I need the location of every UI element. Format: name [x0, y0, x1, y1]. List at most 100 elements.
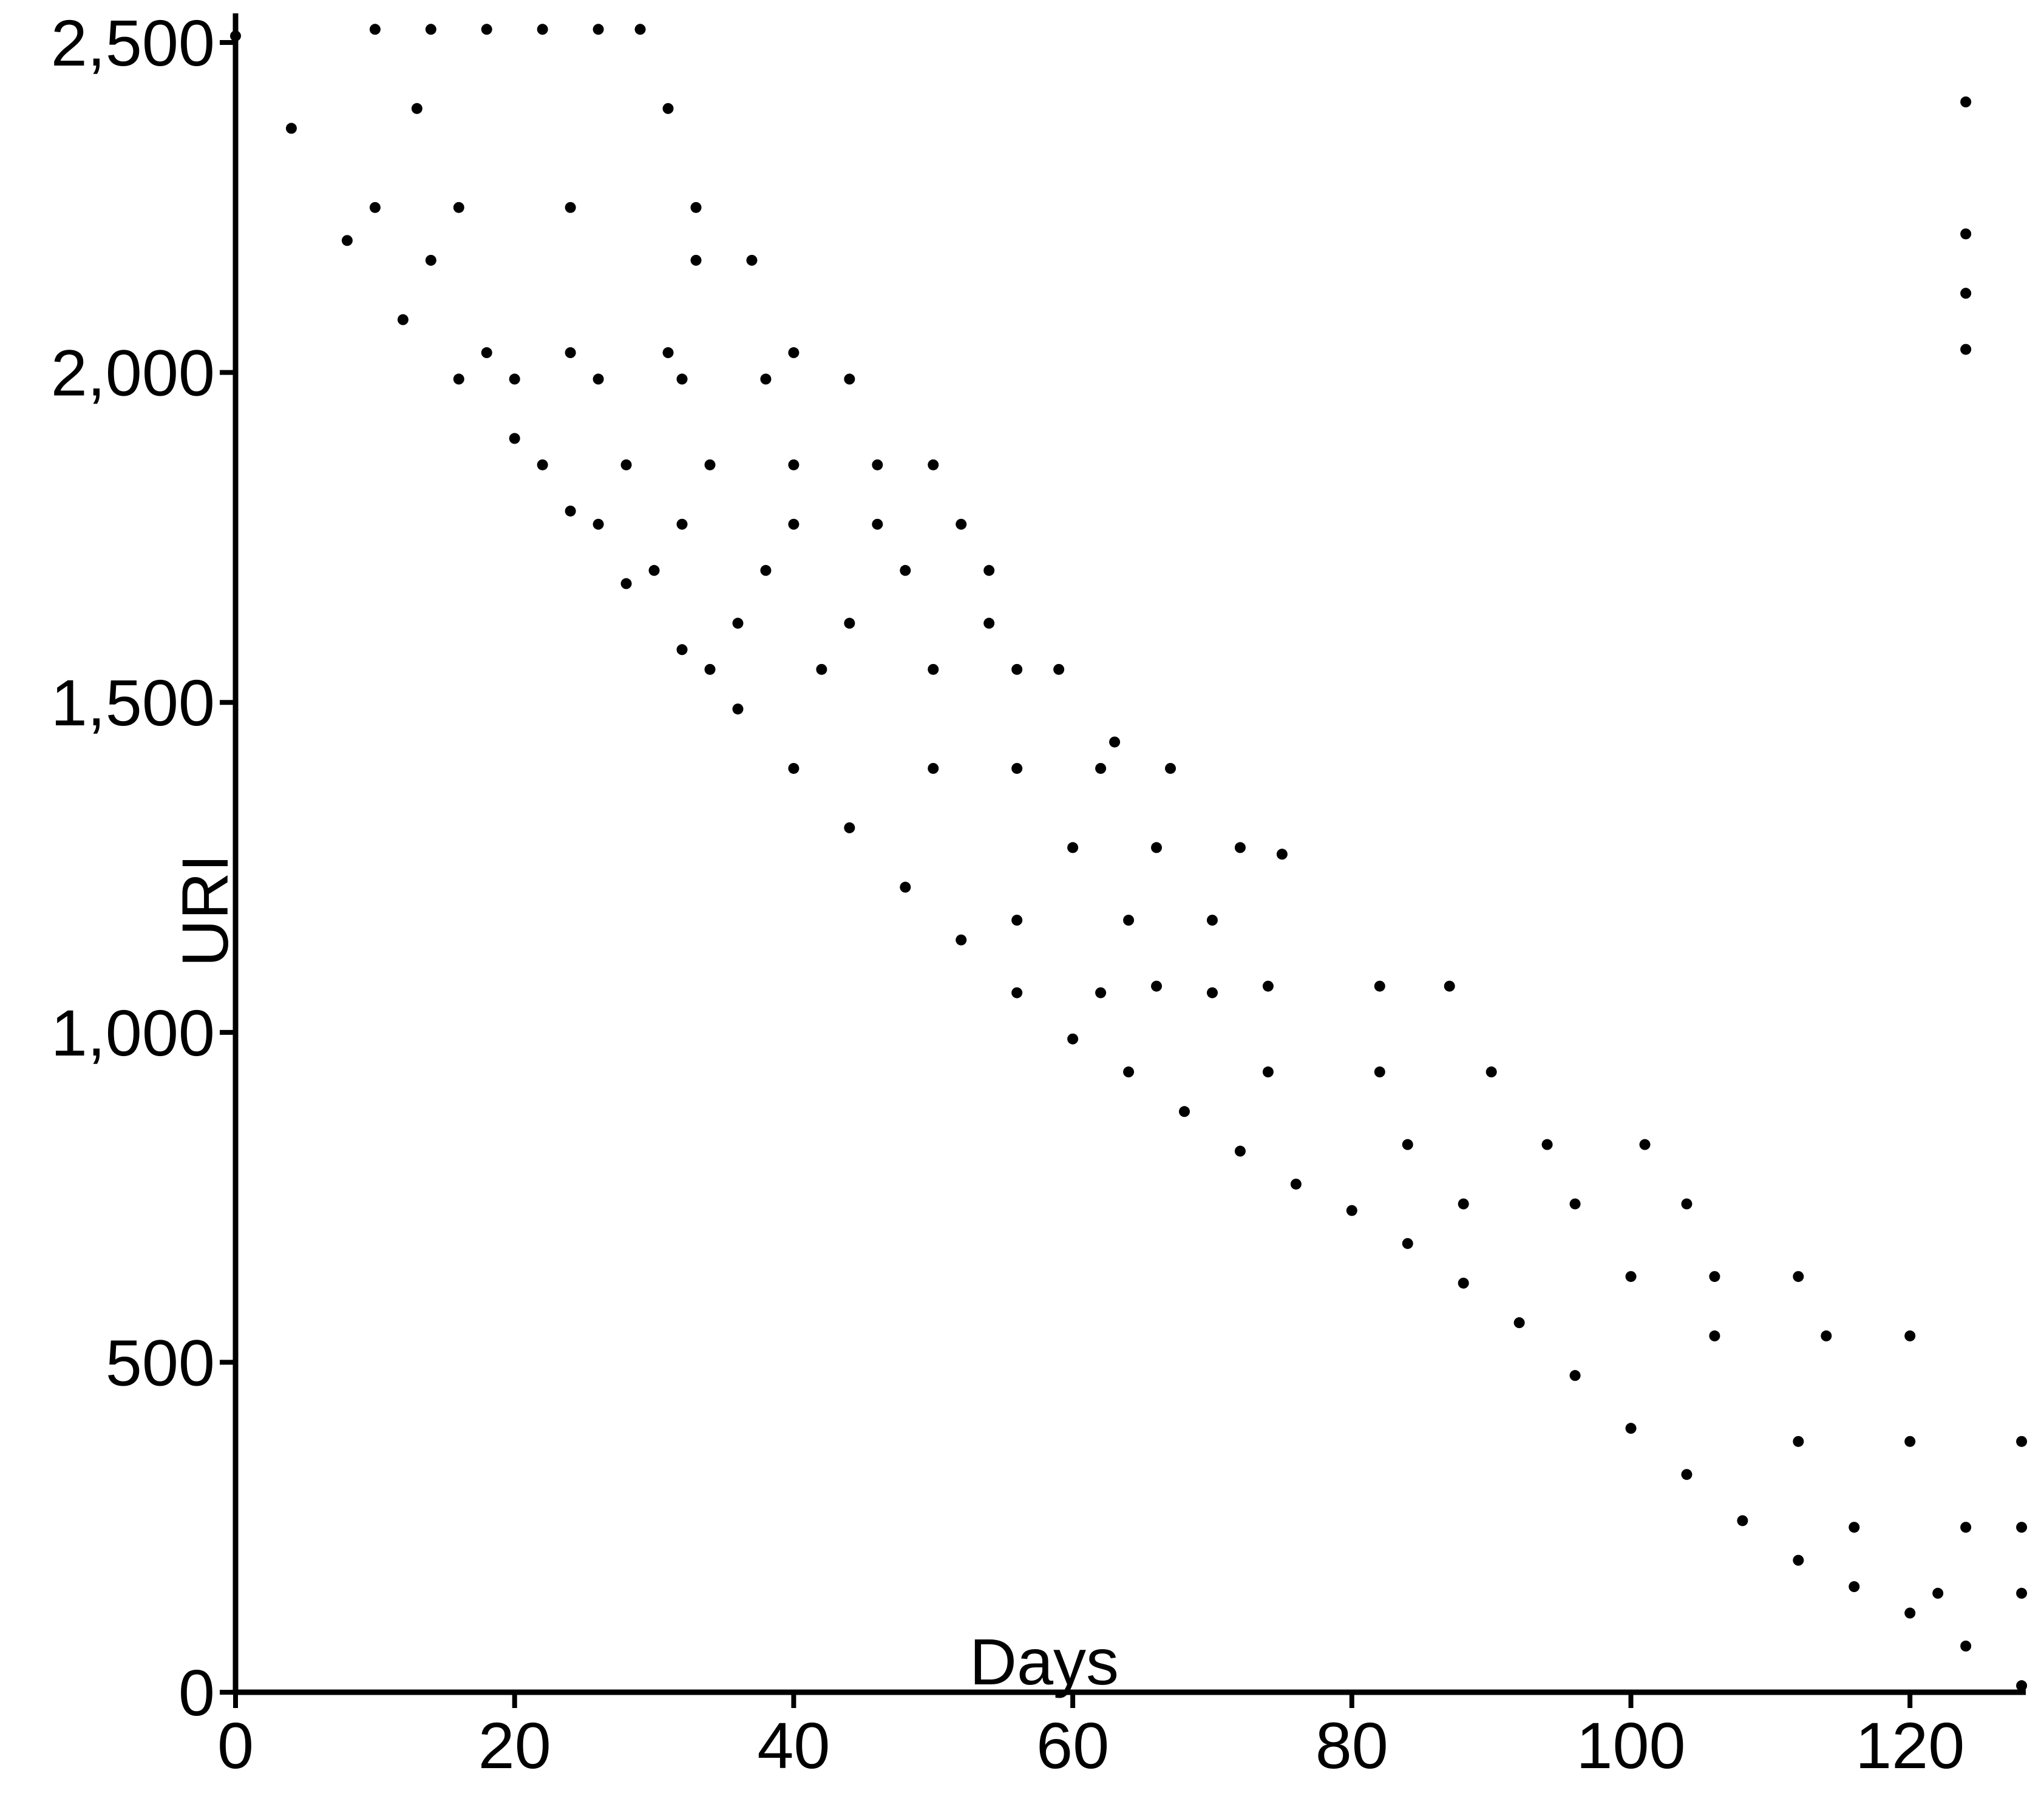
- point: [676, 644, 688, 656]
- point: [592, 373, 604, 385]
- point: [411, 103, 423, 114]
- point: [2016, 1587, 2028, 1599]
- point: [1123, 915, 1135, 926]
- point: [1737, 1515, 1748, 1527]
- x-tick-label: 40: [757, 1709, 830, 1782]
- point: [1290, 1178, 1302, 1190]
- point: [1346, 1205, 1357, 1216]
- point: [1095, 987, 1107, 998]
- point: [1960, 344, 1972, 355]
- point: [844, 822, 855, 833]
- point: [956, 934, 967, 946]
- point: [1011, 663, 1023, 675]
- point: [2016, 1435, 2028, 1447]
- x-tick-label: 60: [1036, 1709, 1109, 1782]
- point: [369, 24, 381, 35]
- point: [1849, 1522, 1860, 1533]
- point: [230, 30, 241, 42]
- point: [760, 564, 772, 576]
- point: [872, 459, 883, 470]
- point: [648, 564, 660, 576]
- y-tick-label: 1,000: [51, 996, 215, 1069]
- point: [537, 24, 548, 35]
- point: [872, 518, 883, 530]
- point: [1821, 1330, 1832, 1341]
- point: [690, 202, 702, 213]
- point: [1569, 1198, 1581, 1210]
- point: [1276, 849, 1288, 860]
- point: [369, 202, 381, 213]
- point: [1793, 1554, 1804, 1566]
- point: [760, 373, 772, 385]
- point: [676, 518, 688, 530]
- point: [453, 373, 464, 385]
- point: [620, 578, 632, 589]
- point: [1374, 1066, 1385, 1078]
- point: [746, 254, 758, 266]
- point: [1513, 1317, 1525, 1329]
- point: [1960, 228, 1972, 240]
- point: [1067, 1033, 1079, 1045]
- point: [1793, 1271, 1804, 1283]
- point: [1123, 1066, 1135, 1078]
- point: [1569, 1370, 1581, 1381]
- y-tick-label: 0: [178, 1656, 215, 1729]
- y-tick-label: 2,000: [51, 336, 215, 410]
- point: [1109, 736, 1121, 748]
- point: [788, 347, 800, 359]
- point: [1234, 1145, 1246, 1157]
- point: [2016, 1522, 2028, 1533]
- point: [341, 235, 353, 246]
- point: [1932, 1587, 1944, 1599]
- point: [704, 459, 716, 470]
- point: [1151, 980, 1163, 992]
- point: [592, 518, 604, 530]
- point: [1709, 1271, 1720, 1283]
- point: [397, 314, 409, 325]
- point: [928, 459, 939, 470]
- point: [1849, 1581, 1860, 1593]
- point: [1904, 1330, 1916, 1341]
- point: [1904, 1607, 1916, 1619]
- point: [732, 617, 744, 629]
- point: [1904, 1435, 1916, 1447]
- point: [1709, 1330, 1720, 1341]
- point: [1011, 762, 1023, 774]
- x-tick-label: 80: [1316, 1709, 1388, 1782]
- point: [1402, 1139, 1413, 1150]
- point: [425, 24, 436, 35]
- point: [1402, 1238, 1413, 1249]
- point: [732, 703, 744, 715]
- point: [1011, 987, 1023, 998]
- point: [1234, 842, 1246, 853]
- point: [620, 459, 632, 470]
- point: [1458, 1198, 1469, 1210]
- point: [1206, 987, 1218, 998]
- point: [690, 254, 702, 266]
- point: [509, 373, 520, 385]
- point: [1681, 1469, 1693, 1480]
- point: [1011, 915, 1023, 926]
- point: [2016, 1680, 2028, 1692]
- point: [983, 617, 995, 629]
- point: [704, 663, 716, 675]
- point: [565, 505, 576, 517]
- point: [662, 347, 674, 359]
- y-tick-label: 500: [106, 1326, 215, 1399]
- point: [592, 24, 604, 35]
- point: [537, 459, 548, 470]
- point: [509, 433, 520, 444]
- point: [1165, 762, 1176, 774]
- x-tick-label: 120: [1855, 1709, 1964, 1782]
- point: [816, 663, 827, 675]
- point: [634, 24, 646, 35]
- point: [844, 617, 855, 629]
- point: [1178, 1106, 1190, 1117]
- x-axis-label: Days: [969, 1625, 1119, 1698]
- y-tick-label: 1,500: [51, 666, 215, 739]
- point: [928, 762, 939, 774]
- point: [1541, 1139, 1553, 1150]
- point: [1095, 762, 1107, 774]
- point: [928, 663, 939, 675]
- point: [788, 762, 800, 774]
